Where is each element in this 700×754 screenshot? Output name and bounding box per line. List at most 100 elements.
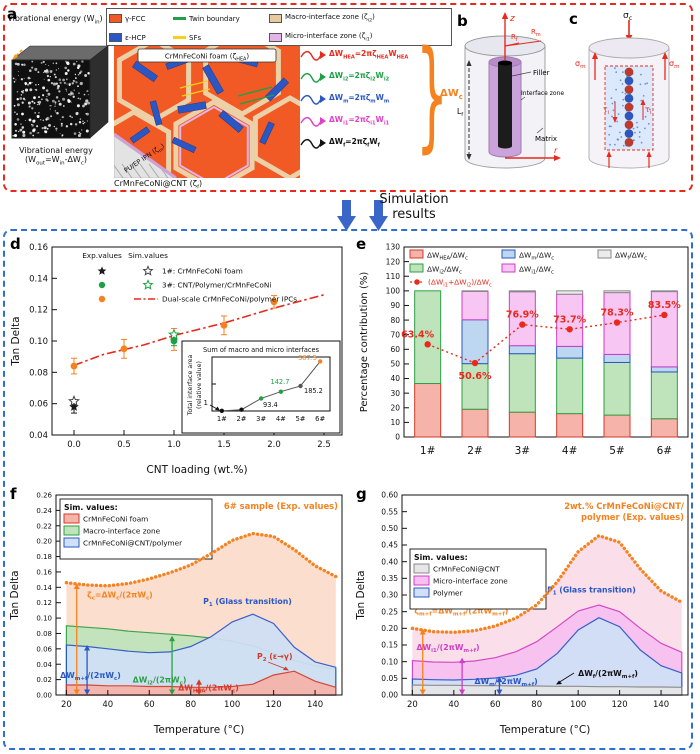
panel-g-letter: g [356, 485, 367, 503]
squiggle-arrow-icon [300, 72, 326, 83]
energy-equations: ΔWHEA=2πζHEAWHEA ΔWi2=2πζi2Wi2 ΔWm=2πζmWm Δ… [300, 44, 452, 154]
svg-text:0.15: 0.15 [381, 641, 398, 650]
svg-text:0.10: 0.10 [381, 657, 398, 666]
z-axis-arrowhead [501, 12, 509, 19]
svg-text:80: 80 [531, 700, 542, 710]
svg-text:0.10: 0.10 [36, 615, 52, 623]
composite-top [588, 37, 670, 59]
filler-top [498, 60, 512, 66]
svg-text:3#: 3# [256, 415, 266, 423]
svg-text:2#: 2# [467, 445, 482, 457]
rf-label: Rf [511, 33, 518, 43]
svg-text:100: 100 [570, 700, 586, 710]
svg-text:93.4: 93.4 [263, 401, 278, 409]
schematic-box [3, 3, 693, 192]
cube-side-face [89, 45, 109, 139]
squiggle-arrow-icon [300, 94, 326, 105]
svg-text:(relative value): (relative value) [196, 361, 203, 409]
svg-text:120: 120 [386, 257, 401, 266]
svg-text:Exp.values: Exp.values [82, 251, 122, 260]
svg-text:ΔWm+f/(2πWc): ΔWm+f/(2πWc) [60, 671, 121, 682]
svg-text:185.2: 185.2 [304, 387, 323, 395]
delta-wc-label: ΔWc [440, 88, 463, 101]
svg-text:CNT loading (wt.%): CNT loading (wt.%) [146, 464, 247, 476]
sigma-m-left-label: σm [575, 59, 586, 70]
chart-tan-delta-vs-temp-2wt: 20 40 60 80 100 120 140 0.00 0.05 0.10 0.15 0.20 0.2… [355, 491, 689, 736]
svg-text:80: 80 [390, 316, 400, 325]
svg-text:73.7%: 73.7% [553, 314, 586, 325]
lf-bottom-head [466, 154, 472, 160]
legend-item-gamma-fcc: γ-FCC [109, 14, 173, 23]
svg-text:40: 40 [448, 700, 459, 710]
svg-text:0.25: 0.25 [381, 607, 398, 616]
svg-text:ΔWf/ΔWc: ΔWf/ΔWc [615, 251, 647, 262]
svg-text:2wt.% CrMnFeCoNi@CNT/: 2wt.% CrMnFeCoNi@CNT/ [564, 501, 685, 511]
equation-row-4: ΔWf=2πζfWf [300, 132, 452, 154]
svg-text:0.05: 0.05 [381, 674, 398, 683]
svg-text:0.08: 0.08 [29, 368, 48, 378]
svg-text:ΔWm/(2πWm+f): ΔWm/(2πWm+f) [475, 677, 538, 688]
svg-text:(ΔWi1+ΔWi2)/ΔWc: (ΔWi1+ΔWi2)/ΔWc [428, 278, 492, 289]
svg-text:0.04: 0.04 [29, 431, 48, 441]
legend-item-macro-interface-zone: Macro-interface zone (ζi2) [269, 13, 451, 24]
svg-text:0.06: 0.06 [36, 645, 52, 653]
svg-text:76.9%: 76.9% [506, 310, 539, 321]
svg-text:Sim.values: Sim.values [128, 251, 168, 260]
svg-text:70: 70 [390, 330, 400, 339]
panel-d-letter: d [10, 235, 21, 253]
interface-sum-line [427, 314, 665, 364]
filler-rod [498, 63, 512, 149]
svg-text:ζc=ΔWc/(2πWc): ζc=ΔWc/(2πWc) [87, 590, 153, 601]
svg-text:83.5%: 83.5% [648, 300, 681, 311]
sigma-m-left-head [592, 52, 598, 59]
svg-text:100: 100 [224, 700, 240, 710]
svg-text:Temperature (°C): Temperature (°C) [499, 724, 591, 736]
sf-lines [179, 80, 211, 97]
panel-b-label: b [457, 12, 468, 30]
fit-line [73, 294, 325, 367]
svg-text:0.18: 0.18 [36, 553, 52, 561]
svg-text:0.26: 0.26 [36, 492, 52, 500]
svg-text:4#: 4# [562, 445, 577, 457]
svg-text:0.22: 0.22 [36, 522, 52, 530]
matrix-leader [536, 127, 544, 134]
svg-text:30: 30 [390, 389, 400, 398]
svg-text:Tan Delta: Tan Delta [355, 570, 367, 620]
svg-text:120: 120 [265, 700, 281, 710]
svg-text:120: 120 [611, 700, 627, 710]
svg-text:140: 140 [307, 700, 323, 710]
sigma-c-label: σc [623, 11, 633, 22]
micro-interface-zone-swatch [269, 32, 282, 42]
svg-text:20: 20 [390, 403, 400, 412]
lf-label: Lf [457, 107, 463, 118]
svg-text:63.4%: 63.4% [401, 329, 434, 340]
svg-text:ζm+f=ΔWm+f/(2πWm+f): ζm+f=ΔWm+f/(2πWm+f) [414, 606, 508, 617]
chart-percentage-contribution: 0 10 20 30 40 50 60 70 80 90 100 110 120 130 Percentag… [359, 243, 689, 457]
lf-top-head [466, 60, 472, 66]
equation-text: ΔWm=2πζmWm [329, 93, 390, 105]
svg-text:ΔWi2/(2πWc): ΔWi2/(2πWc) [133, 676, 187, 687]
foam-cube-image [11, 45, 109, 139]
svg-text:0.10: 0.10 [29, 337, 48, 347]
svg-text:60: 60 [490, 700, 501, 710]
svg-text:6#: 6# [657, 445, 672, 457]
sigma-m-right-label: σm [669, 59, 680, 70]
svg-text:142.7: 142.7 [271, 378, 290, 386]
svg-text:Polymer: Polymer [433, 589, 463, 598]
svg-text:ΔWHEA/(2πWc): ΔWHEA/(2πWc) [178, 683, 239, 694]
svg-text:140: 140 [653, 700, 669, 710]
svg-text:4#: 4# [276, 415, 286, 423]
brace-icon: } [416, 26, 449, 165]
svg-text:1.0: 1.0 [167, 440, 181, 450]
filler-label: Filler [533, 69, 550, 77]
tau-right-label: τi [645, 105, 651, 116]
sim-area [411, 684, 683, 696]
svg-text:0.20: 0.20 [381, 624, 398, 633]
svg-text:50.6%: 50.6% [459, 371, 492, 382]
svg-text:1: 1 [204, 399, 208, 407]
svg-text:0.00: 0.00 [381, 691, 398, 700]
svg-text:2.5: 2.5 [317, 440, 331, 450]
svg-text:0.12: 0.12 [29, 306, 48, 316]
legend-item-eps-hcp: ε-HCP [109, 33, 173, 42]
